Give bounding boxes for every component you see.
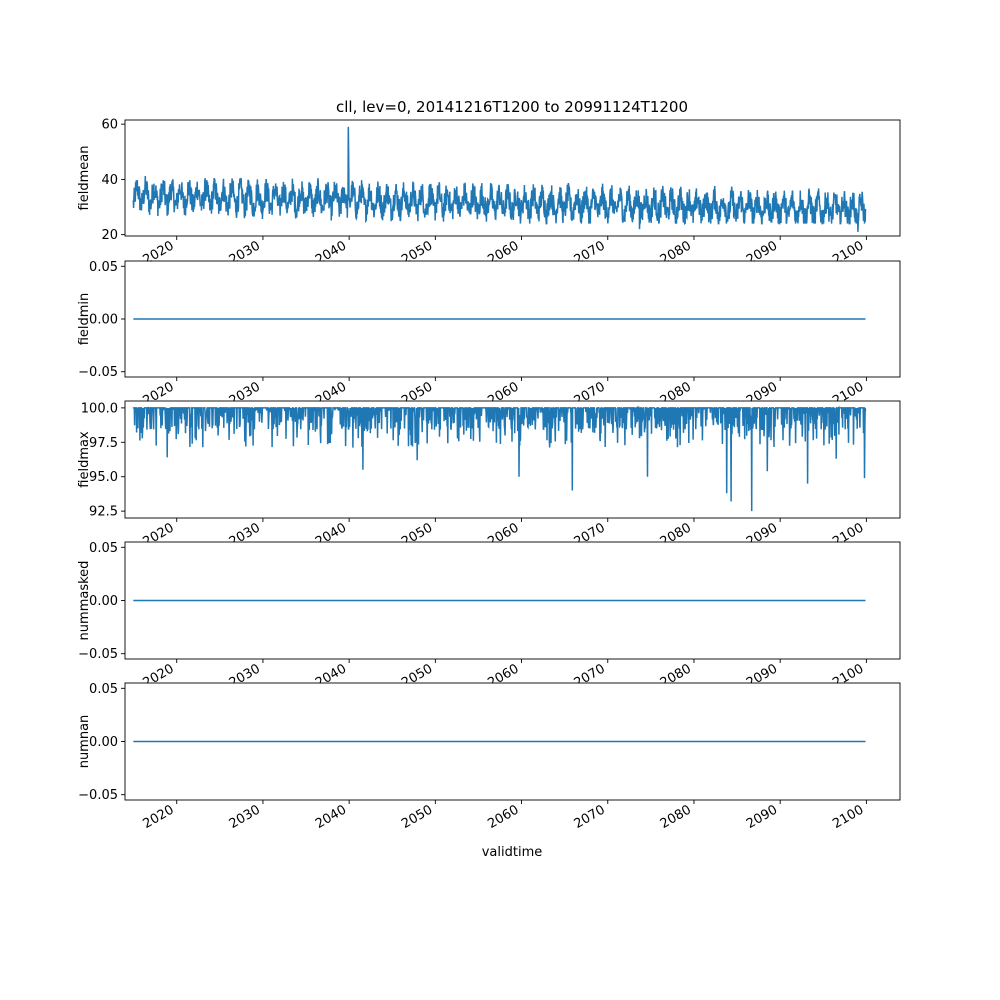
y-tick-label: −0.05 <box>78 788 118 803</box>
x-tick-label: 2030 <box>227 802 263 832</box>
y-tick-label: −0.05 <box>78 365 118 380</box>
y-tick-label: 100.0 <box>81 401 118 416</box>
y-tick-label: 60 <box>101 118 118 133</box>
y-axis-label: fieldmean <box>77 146 92 211</box>
y-tick-label: 0.00 <box>89 735 118 750</box>
y-tick-label: 0.05 <box>89 541 118 556</box>
x-tick-label: 2060 <box>485 802 521 832</box>
y-axis-label: fieldmin <box>77 293 92 346</box>
x-tick-label: 2050 <box>399 802 435 832</box>
x-tick-label: 2020 <box>141 802 177 832</box>
y-tick-label: 40 <box>101 173 118 188</box>
x-tick-label: 2090 <box>744 802 780 832</box>
y-axis-label: numnan <box>77 715 92 769</box>
y-tick-label: 97.5 <box>89 436 118 451</box>
series-line-fieldmean <box>132 126 867 232</box>
series-line-fieldmax <box>132 405 867 512</box>
x-tick-label: 2070 <box>572 802 608 832</box>
subplot-numnan: −0.05 0.00 0.05 numnan 2020 2030 2040 2050 2060 2… <box>77 682 901 832</box>
axes-frame <box>124 119 901 237</box>
y-tick-label: 0.05 <box>89 682 118 697</box>
x-tick-label: 2100 <box>830 802 866 832</box>
y-axis-label: nummasked <box>77 561 92 641</box>
y-tick-label: 0.00 <box>89 313 118 328</box>
y-tick-label: 0.05 <box>89 260 118 275</box>
y-tick-label: 92.5 <box>89 505 118 520</box>
y-tick-label: 95.0 <box>89 470 118 485</box>
x-axis-label: validtime <box>482 845 543 860</box>
x-tick-label: 2080 <box>658 802 694 832</box>
y-tick-label: −0.05 <box>78 647 118 662</box>
y-axis-label: fieldmax <box>77 431 92 488</box>
x-tick-label: 2040 <box>313 802 349 832</box>
y-tick-label: 0.00 <box>89 594 118 609</box>
y-tick-label: 20 <box>101 228 118 243</box>
chart-title: cll, lev=0, 20141216T1200 to 20991124T12… <box>336 98 688 116</box>
axes-frame <box>124 400 901 519</box>
